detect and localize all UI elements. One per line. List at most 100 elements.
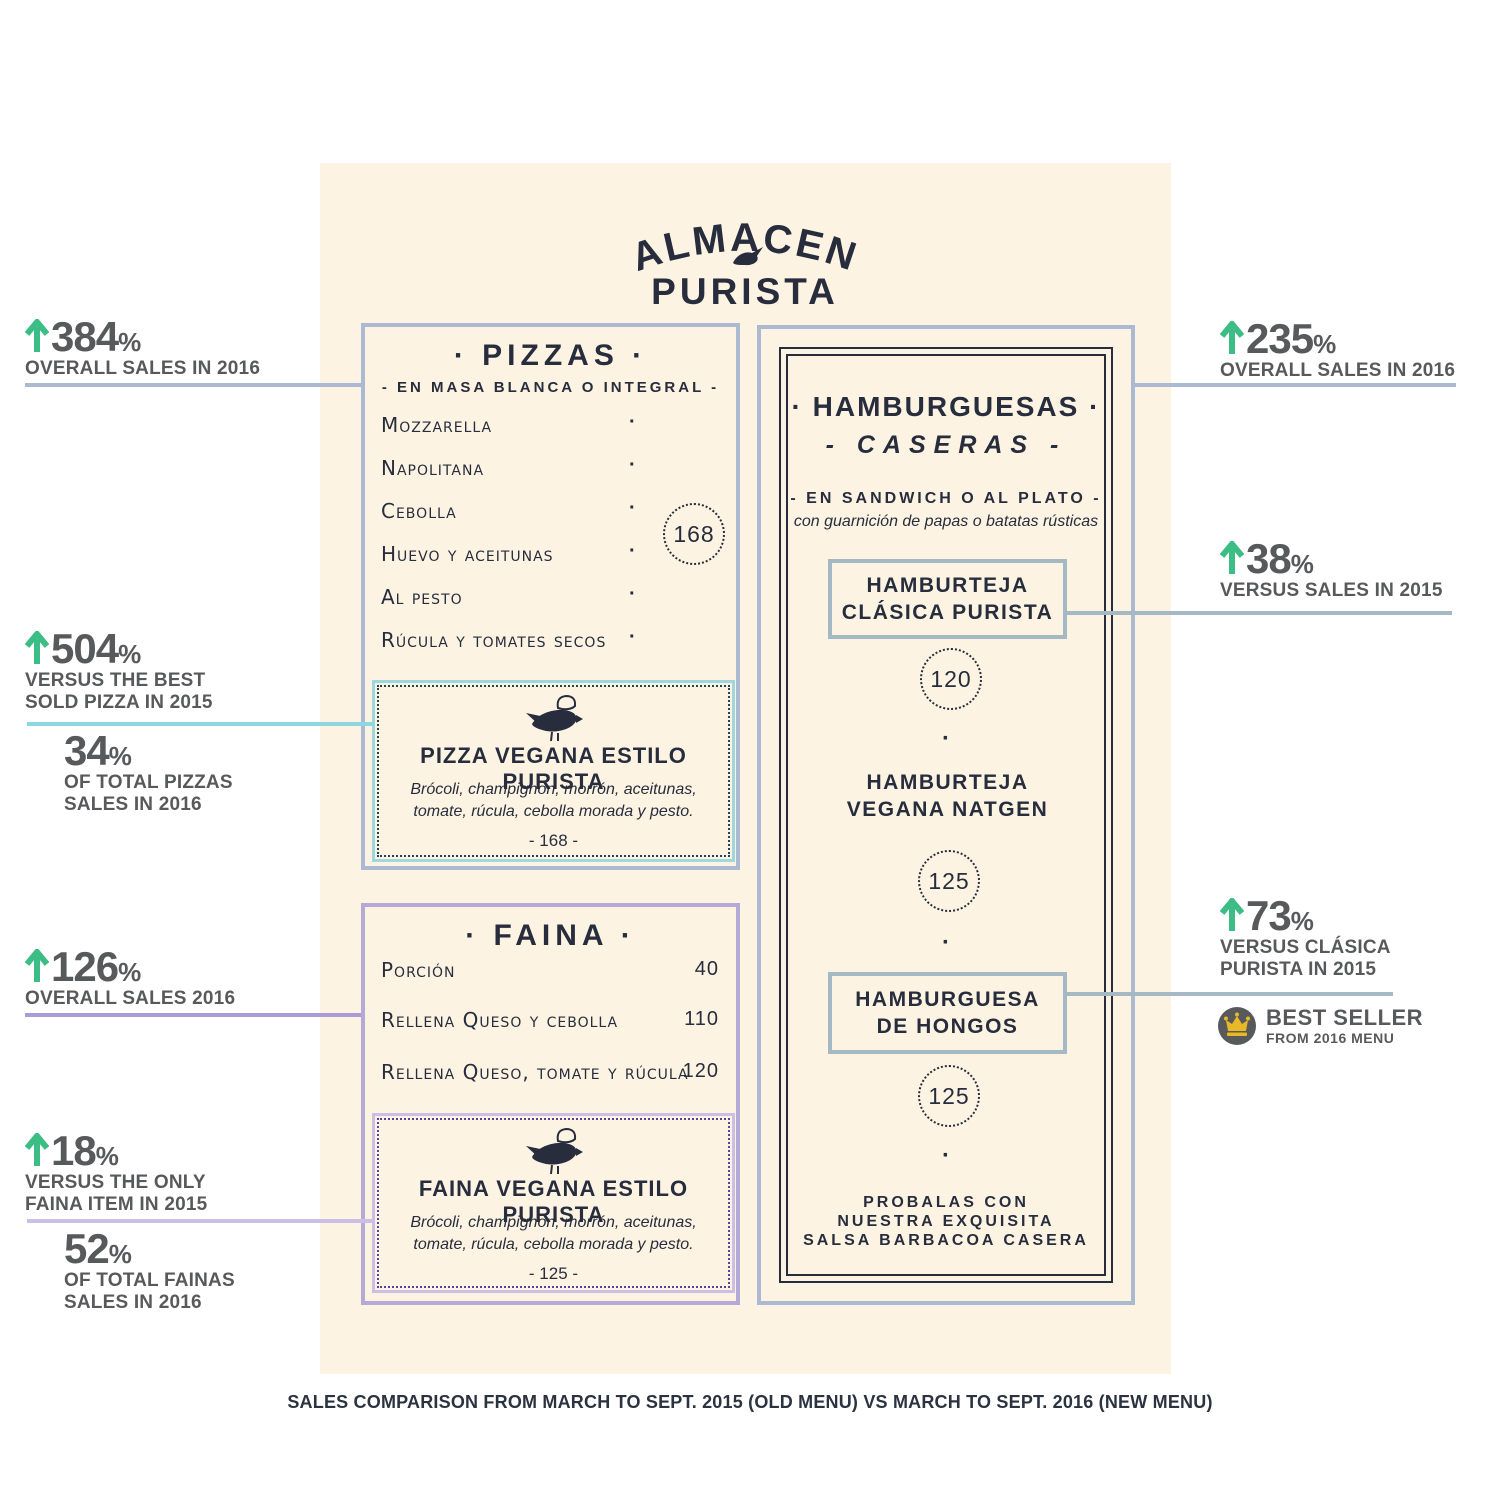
stat-label: VERSUS SALES IN 2015 [1220,580,1443,601]
up-arrow-icon [1220,541,1244,574]
stat-value: 235 [1246,315,1314,362]
stat-label: SALES IN 2016 [64,1292,202,1313]
hamburguesa-hongos-item: HAMBURGUESA DE HONGOS [828,972,1067,1054]
special-item-price: - 168 - [528,831,579,850]
promo-line: PROBALAS CON [863,1194,1029,1211]
stat-pizzas-overall: 384% OVERALL SALES IN 2016 [25,316,260,380]
stat-percent: % [108,1239,132,1269]
item-name-line: VEGANA NATGEN [846,798,1049,821]
hamburguesas-note1: - EN SANDWICH O AL PLATO - [790,490,1102,507]
connector-pizzas-overall [25,383,361,387]
hamburguesas-subtitle: - CASERAS - [825,431,1067,459]
dot-leader [629,583,636,606]
special-item-name: FAINA VEGANA ESTILO PURISTA [418,1176,689,1227]
item-name: Huevo y aceitunas [381,542,554,566]
hamburteja-clasica-item: HAMBURTEJA CLÁSICA PURISTA [828,559,1067,639]
separator-dot: · [942,725,950,752]
dot-leader [629,497,636,520]
stat-hongos-vs: 73% VERSUS CLÁSICA PURISTA IN 2015 [1220,895,1391,981]
up-arrow-icon [25,631,49,664]
stat-percent: % [118,957,142,987]
special-item-description: Brócoli, champignon, morrón, aceitunas, … [375,779,732,823]
faina-section: · FAINA · Porción 40 Rellena Queso y cebo… [361,903,740,1305]
desc-line: tomate, rúcula, cebolla morada y pesto. [413,803,694,820]
up-arrow-icon [25,949,49,982]
pizza-vegana-card: PIZZA VEGANA ESTILO PURISTA Brócoli, cha… [372,680,735,862]
separator-dot: · [942,1142,950,1169]
bird-chef-icon [525,694,583,742]
pizzas-price-badge: 168 [663,503,725,565]
dotted-border [377,685,730,857]
item-price: 120 [682,1060,719,1082]
stat-label: SALES IN 2016 [64,794,202,815]
hongos-price-badge: 125 [918,1065,980,1127]
dot-leader [629,411,636,434]
up-arrow-icon [1220,898,1244,931]
stat-value: 34 [64,727,110,774]
up-arrow-icon [1220,321,1244,354]
stat-value: 38 [1246,535,1292,582]
ornamental-frame-inner [786,354,1106,1276]
menu-item-row: Rellena Queso y cebolla 110 [381,1008,721,1032]
special-item-price: - 125 - [528,1264,579,1283]
desc-line: Brócoli, champignon, morrón, aceitunas, [410,1214,697,1231]
stat-value: 504 [51,625,119,672]
stat-percent: % [95,1141,119,1171]
bird-icon [733,247,763,266]
desc-line: Brócoli, champignon, morrón, aceitunas, [410,781,697,798]
stat-label: OVERALL SALES IN 2016 [1220,360,1456,381]
stat-label: SOLD PIZZA IN 2015 [25,692,213,713]
stat-percent: % [1313,329,1337,359]
bird-chef-icon [525,1127,583,1175]
vegana-price-badge: 125 [918,850,980,912]
stat-value: 73 [1246,892,1292,939]
menu-item-row: Huevo y aceitunas [381,542,721,566]
stat-clasica-vs: 38% VERSUS SALES IN 2015 [1220,538,1443,602]
up-arrow-icon [25,319,49,352]
connector-hongos [1063,992,1393,996]
footer-caption: SALES COMPARISON FROM MARCH TO SEPT. 201… [287,1392,1213,1412]
item-name: Porción [381,958,456,982]
pizzas-subtitle: - EN MASA BLANCA O INTEGRAL - [381,379,720,396]
menu-item-row: Napolitana [381,456,721,480]
item-name: Al pesto [381,585,463,609]
special-item-name: PIZZA VEGANA ESTILO PURISTA [420,743,687,794]
stat-percent: % [118,639,142,669]
connector-clasica [1063,611,1452,615]
item-name-line: CLÁSICA PURISTA [841,601,1054,624]
faina-title: · FAINA · [465,919,636,952]
item-name-line: HAMBURTEJA [866,771,1029,794]
item-price: 40 [694,958,719,980]
logo: ALMACEN PURISTA [626,216,861,310]
stat-value: 18 [51,1127,97,1174]
stat-percent: % [1290,549,1314,579]
logo-line2: PURISTA [651,271,839,310]
item-name-line: DE HONGOS [876,1015,1019,1038]
item-name: Rúcula y tomates secos [381,628,607,652]
connector-faina-overall [25,1013,361,1017]
stat-value: 126 [51,943,119,990]
connector-pizza-vegana [27,722,374,726]
stat-pizza-vegana-share: 34% OF TOTAL PIZZAS SALES IN 2016 [64,730,233,816]
stat-percent: % [1290,906,1314,936]
separator-dot: · [942,929,950,956]
stat-label: VERSUS THE ONLY [25,1172,206,1193]
crown-icon [1218,1007,1256,1045]
ornamental-frame [779,347,1113,1283]
stat-label: VERSUS THE BEST [25,670,206,691]
best-seller-badge: BEST SELLER FROM 2016 MENU [1218,1006,1423,1046]
dotted-border [377,1118,730,1288]
best-seller-sublabel: FROM 2016 MENU [1266,1030,1395,1046]
stat-label: PURISTA IN 2015 [1220,959,1377,980]
stat-value: 384 [51,313,119,360]
dot-leader [629,626,636,649]
price-value: 120 [930,665,972,692]
price-value: 168 [673,520,715,547]
best-seller-label: BEST SELLER [1266,1005,1424,1030]
stat-hamburguesas-overall: 235% OVERALL SALES IN 2016 [1220,318,1455,382]
menu-page: ALMACEN PURISTA · PIZZAS · - EN MASA BLA… [320,163,1171,1374]
hamburguesas-section: · HAMBURGUESAS · - CASERAS - - EN SANDWI… [757,325,1135,1305]
faina-vegana-card: FAINA VEGANA ESTILO PURISTA Brócoli, cha… [372,1113,735,1293]
menu-item-row: Rellena Queso, tomate y rúcula 120 [381,1060,721,1084]
